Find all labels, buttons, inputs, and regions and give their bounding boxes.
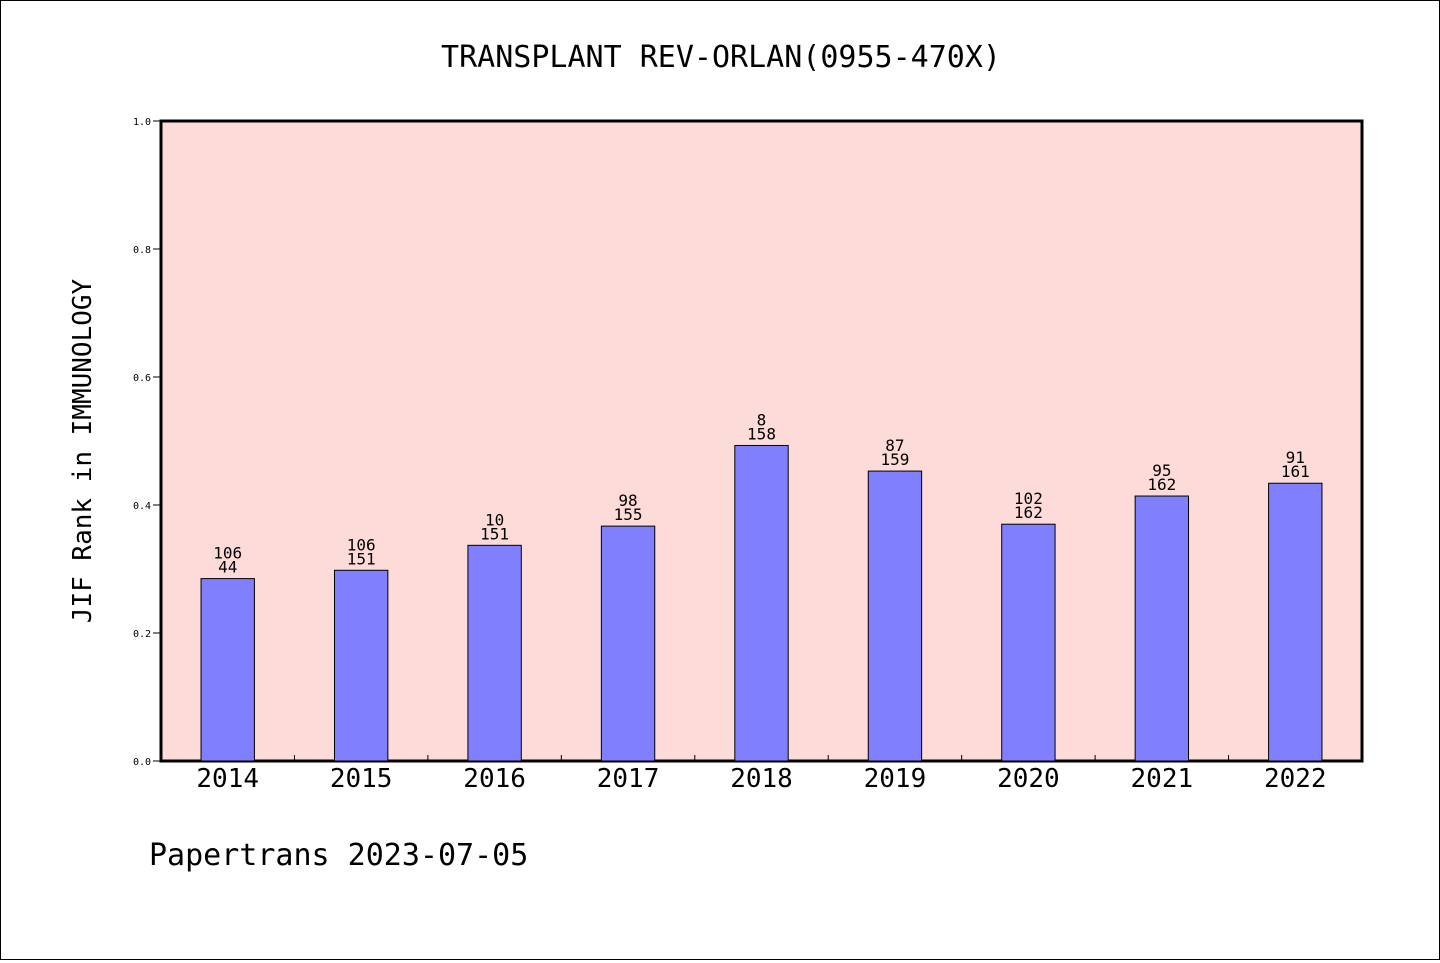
x-tick-label: 2020 — [997, 764, 1060, 794]
bar-total-label: 151 — [347, 549, 376, 568]
bar-total-label: 162 — [1014, 503, 1043, 522]
bar-rank-label: 91 — [1286, 448, 1305, 467]
bar — [734, 444, 789, 762]
bar-total-label: 155 — [614, 505, 643, 524]
bar-rank-label: 8 — [757, 410, 767, 429]
bar — [467, 544, 522, 762]
bar-series: 1064410615110151981558158871591021629516… — [200, 410, 1323, 762]
chart-title: TRANSPLANT REV-ORLAN(0955-470X) — [441, 40, 1001, 75]
x-tick-label: 2017 — [597, 764, 660, 794]
bar — [1001, 523, 1056, 762]
bar-rank-label: 95 — [1152, 461, 1171, 480]
x-tick-label: 2018 — [730, 764, 793, 794]
bar-total-label: 158 — [747, 424, 776, 443]
bar-total-label: 161 — [1281, 462, 1310, 481]
bar — [333, 569, 389, 762]
bar-rank-label: 106 — [347, 535, 376, 554]
x-tick-label: 2022 — [1264, 764, 1327, 794]
y-tick-label: 1.0 — [133, 117, 151, 128]
y-tick-label: 0.2 — [133, 629, 151, 640]
bar — [867, 470, 923, 762]
y-tick-label: 0.0 — [133, 757, 151, 768]
x-tick-label: 2015 — [330, 764, 393, 794]
bar-total-label: 159 — [880, 450, 909, 469]
bar — [1268, 482, 1323, 762]
y-axis: 0.0 0.2 0.4 0.6 0.8 1.0 — [133, 117, 161, 768]
x-axis: 2014 2015 2016 2017 2018 2019 2020 2021 2022 — [196, 755, 1327, 794]
bar-rank-label: 102 — [1014, 489, 1043, 508]
y-axis-label: JIF Rank in IMMUNOLOGY — [68, 278, 98, 623]
bar-total-label: 151 — [480, 524, 509, 543]
x-tick-label: 2021 — [1131, 764, 1194, 794]
x-tick-label: 2014 — [196, 764, 259, 794]
bar — [600, 525, 656, 762]
footer-watermark: Papertrans 2023-07-05 — [149, 838, 528, 873]
bar-total-label: 44 — [218, 558, 237, 577]
x-tick-label: 2016 — [463, 764, 526, 794]
bar — [1134, 495, 1190, 762]
y-tick-label: 0.4 — [133, 501, 151, 512]
bar-rank-label: 106 — [213, 544, 242, 563]
x-tick-label: 2019 — [864, 764, 927, 794]
bar-rank-label: 10 — [485, 510, 504, 529]
bar-rank-label: 87 — [885, 436, 904, 455]
bar-total-label: 162 — [1147, 475, 1176, 494]
y-tick-label: 0.6 — [133, 373, 151, 384]
bar-rank-label: 98 — [618, 491, 637, 510]
bar — [200, 578, 255, 762]
y-tick-label: 0.8 — [133, 245, 151, 256]
